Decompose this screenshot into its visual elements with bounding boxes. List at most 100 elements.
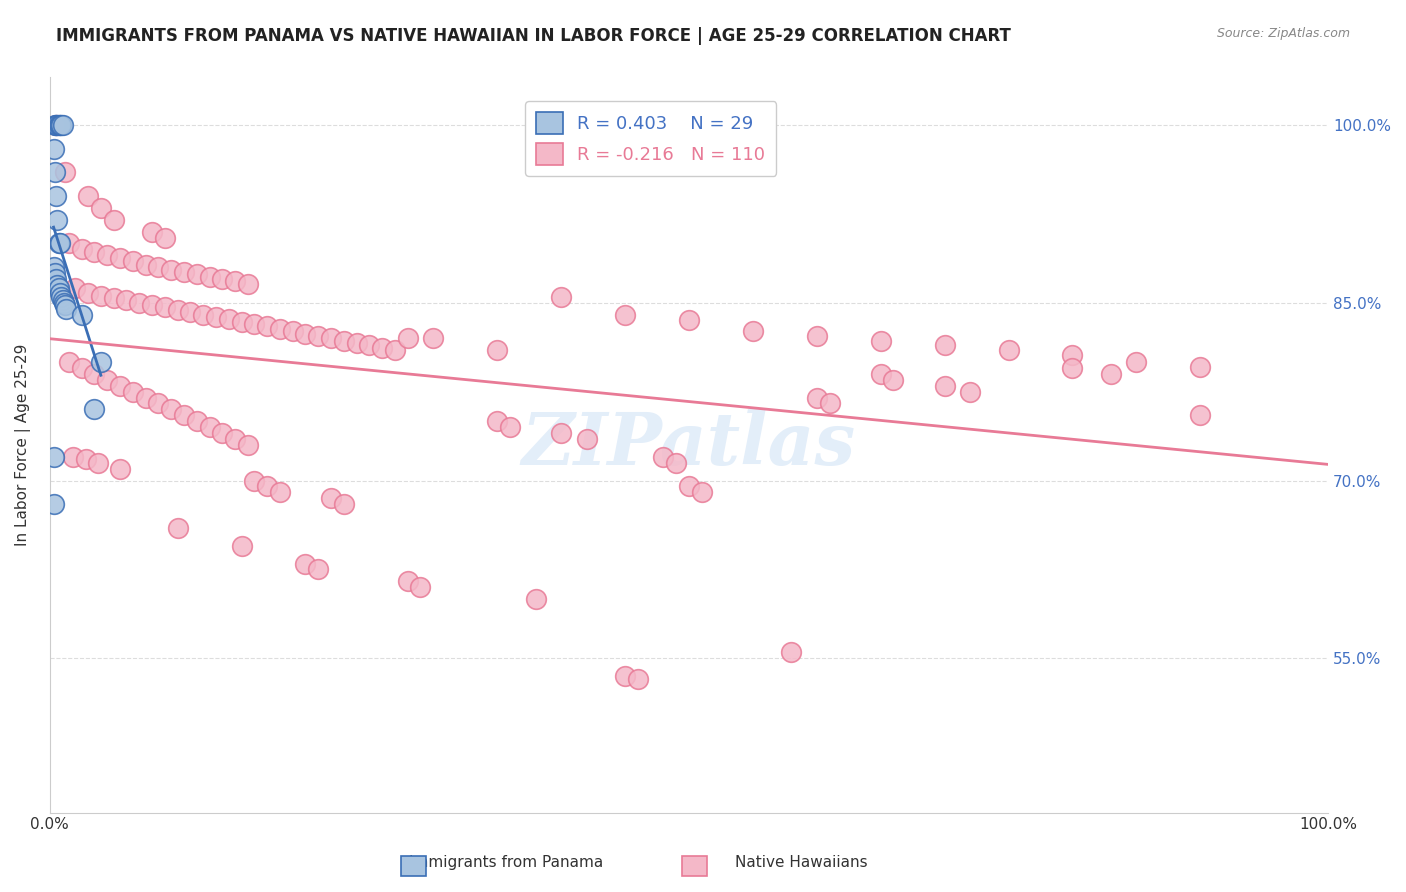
Point — [160, 262, 183, 277]
Point — [77, 189, 100, 203]
Point — [934, 338, 956, 352]
Point — [44, 118, 66, 132]
Point — [186, 267, 208, 281]
Text: Native Hawaiians: Native Hawaiians — [735, 855, 868, 870]
Point — [1062, 348, 1084, 362]
Point — [333, 334, 356, 348]
Point — [333, 497, 356, 511]
Point — [211, 426, 233, 441]
Point — [49, 118, 72, 132]
Point — [83, 244, 105, 259]
Point — [45, 272, 67, 286]
Point — [614, 669, 637, 683]
Point — [62, 450, 84, 464]
Point — [45, 118, 67, 132]
Point — [46, 277, 69, 292]
Point — [319, 491, 342, 506]
Point — [103, 212, 125, 227]
Point — [51, 293, 73, 308]
Point — [51, 290, 73, 304]
Point — [51, 118, 73, 132]
Point — [46, 118, 69, 132]
Point — [396, 331, 419, 345]
Point — [48, 236, 70, 251]
Text: IMMIGRANTS FROM PANAMA VS NATIVE HAWAIIAN IN LABOR FORCE | AGE 25-29 CORRELATION: IMMIGRANTS FROM PANAMA VS NATIVE HAWAIIA… — [56, 27, 1011, 45]
Point — [652, 450, 675, 464]
Point — [75, 452, 97, 467]
Point — [218, 312, 240, 326]
Point — [121, 254, 143, 268]
Point — [678, 479, 700, 493]
Point — [46, 212, 69, 227]
Point — [294, 557, 316, 571]
Point — [550, 290, 572, 304]
Point — [1062, 360, 1084, 375]
Point — [882, 373, 904, 387]
Point — [550, 426, 572, 441]
Point — [205, 310, 228, 324]
Point — [70, 243, 93, 257]
Point — [65, 281, 87, 295]
Point — [135, 258, 157, 272]
Point — [319, 331, 342, 345]
Point — [243, 474, 266, 488]
Point — [614, 308, 637, 322]
Point — [42, 497, 65, 511]
Point — [198, 269, 221, 284]
Point — [179, 305, 201, 319]
Point — [70, 308, 93, 322]
Legend: R = 0.403    N = 29, R = -0.216   N = 110: R = 0.403 N = 29, R = -0.216 N = 110 — [524, 101, 776, 176]
Point — [90, 288, 112, 302]
Point — [198, 420, 221, 434]
Point — [422, 331, 444, 345]
Point — [45, 118, 67, 132]
Point — [52, 295, 75, 310]
Point — [231, 539, 253, 553]
Point — [42, 450, 65, 464]
Point — [44, 165, 66, 179]
Point — [108, 251, 131, 265]
Point — [141, 298, 163, 312]
Point — [806, 391, 828, 405]
Point — [384, 343, 406, 358]
Point — [524, 592, 547, 607]
Point — [627, 672, 650, 686]
Point — [346, 336, 368, 351]
Point — [141, 225, 163, 239]
Point — [166, 521, 188, 535]
Point — [224, 274, 246, 288]
Point — [665, 456, 688, 470]
Point — [256, 319, 278, 334]
Point — [153, 301, 176, 315]
Point — [1189, 359, 1212, 374]
Point — [690, 485, 713, 500]
Point — [96, 248, 118, 262]
Point — [51, 118, 73, 132]
Point — [371, 341, 394, 355]
Point — [934, 378, 956, 392]
Point — [359, 338, 381, 352]
Point — [224, 432, 246, 446]
Point — [269, 322, 291, 336]
Point — [42, 142, 65, 156]
Point — [959, 384, 981, 399]
Point — [166, 302, 188, 317]
Point — [741, 324, 763, 338]
Point — [121, 384, 143, 399]
Point — [160, 402, 183, 417]
Point — [42, 260, 65, 274]
Point — [191, 308, 214, 322]
Point — [236, 277, 259, 291]
Point — [108, 378, 131, 392]
Point — [53, 298, 76, 312]
Point — [49, 236, 72, 251]
Point — [294, 326, 316, 341]
Point — [678, 313, 700, 327]
Point — [1099, 367, 1122, 381]
Point — [486, 414, 509, 428]
Point — [173, 265, 195, 279]
Point — [83, 402, 105, 417]
Point — [108, 461, 131, 475]
Point — [148, 260, 170, 274]
Point — [269, 485, 291, 500]
